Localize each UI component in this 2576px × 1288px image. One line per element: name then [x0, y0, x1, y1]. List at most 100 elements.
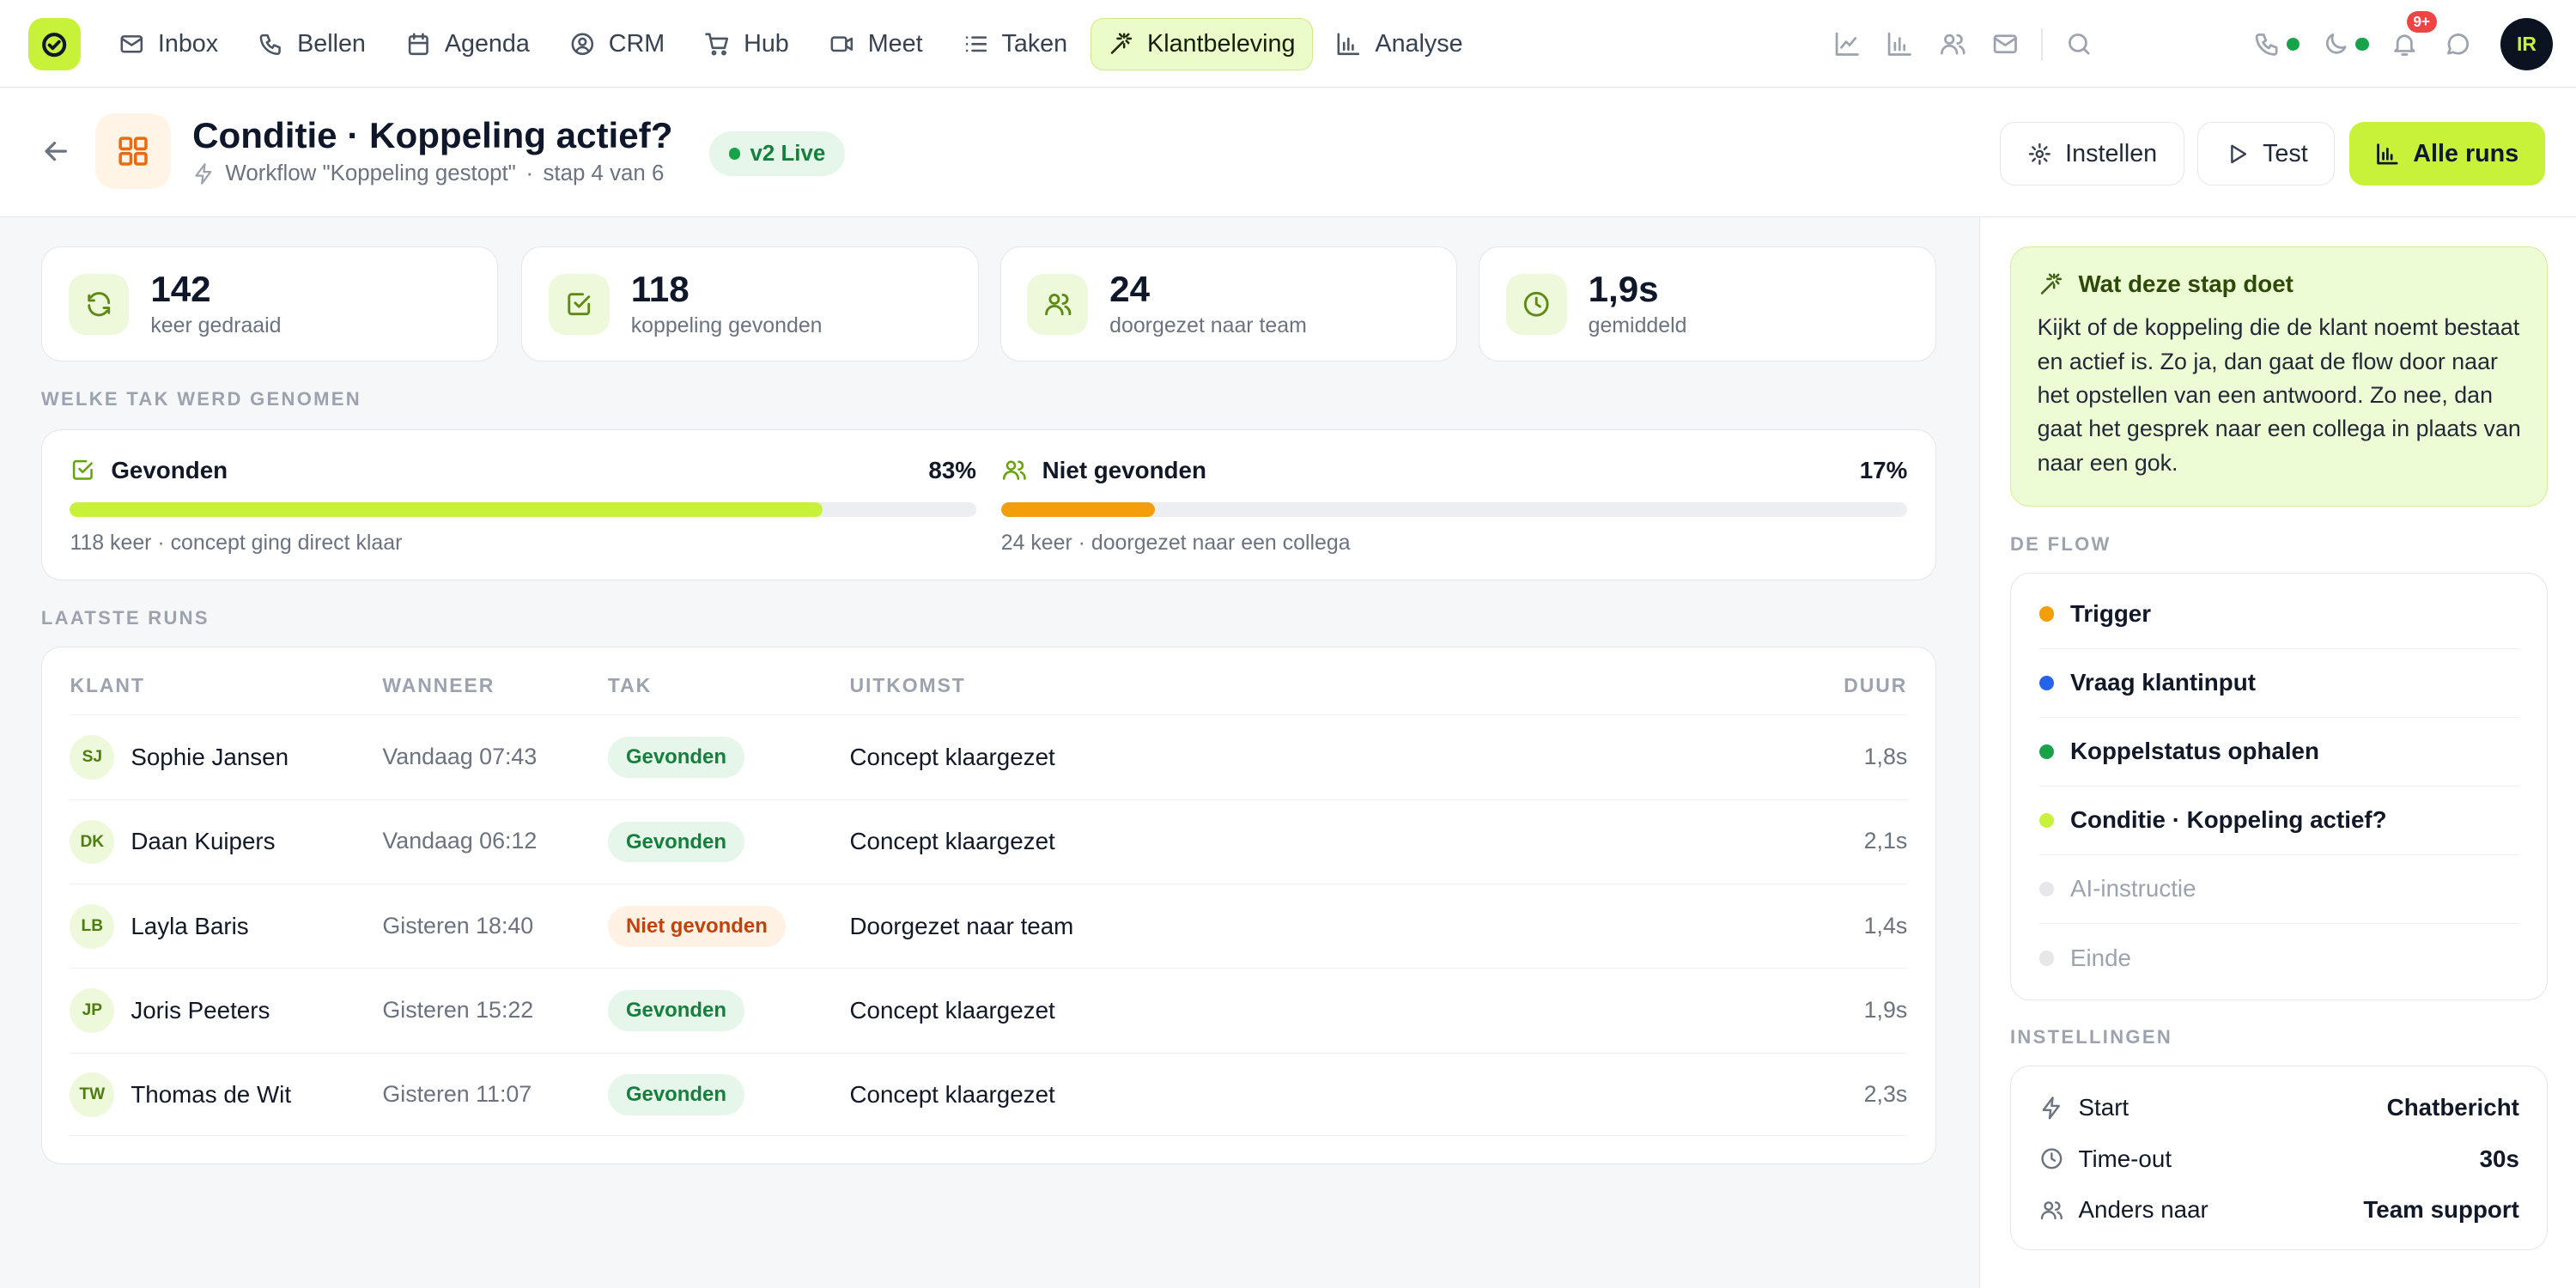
settings-row-start[interactable]: Start Chatbericht — [2039, 1088, 2519, 1127]
nav-item-analyse[interactable]: Analyse — [1319, 18, 1479, 70]
customer-name: Sophie Jansen — [131, 743, 289, 770]
nav-item-crm[interactable]: CRM — [553, 18, 682, 70]
bolt-icon — [195, 162, 212, 185]
section-label-runs: LAATSTE RUNS — [40, 606, 210, 629]
user-avatar[interactable]: IR — [2500, 18, 2554, 71]
flow-step[interactable]: Koppelstatus ophalen — [2038, 717, 2519, 787]
settings-value: 30s — [2479, 1145, 2519, 1172]
run-time: Gisteren 15:22 — [382, 996, 534, 1023]
nav-item-klantbeleving[interactable]: Klantbeleving — [1090, 18, 1313, 71]
nav-item-hub[interactable]: Hub — [688, 18, 805, 70]
settings-label: Start — [2078, 1094, 2129, 1121]
settings-value: Team support — [2363, 1196, 2519, 1224]
customer-name: Joris Peeters — [131, 996, 270, 1024]
column-header-klant[interactable]: KLANT — [70, 673, 145, 696]
notifications-button[interactable]: 9+ — [2379, 11, 2437, 70]
flow-step[interactable]: AI-instructie — [2038, 855, 2519, 925]
status-badge: v2 Live — [708, 131, 846, 176]
list-icon — [965, 36, 987, 52]
column-header-duur[interactable]: DUUR — [1844, 673, 1908, 696]
nav-item-inbox[interactable]: Inbox — [102, 18, 235, 70]
step-position: stap 4 van 6 — [543, 161, 665, 185]
settings-row-timeout[interactable]: Time-out 30s — [2039, 1139, 2519, 1179]
test-button[interactable]: Test — [2197, 121, 2336, 186]
run-duration: 2,1s — [1863, 828, 1908, 854]
info-text: Kijkt of de koppeling die de klant noemt… — [2037, 314, 2521, 476]
trend-chart-button[interactable] — [1821, 18, 1874, 70]
settings-label: Anders naar — [2078, 1196, 2208, 1224]
settings-value: Chatbericht — [2386, 1094, 2519, 1121]
cart-icon — [705, 33, 729, 56]
flow-step-label: Vraag klantinput — [2069, 669, 2256, 696]
back-button[interactable] — [39, 135, 72, 167]
table-row[interactable]: TW Thomas de Wit Gisteren 11:07 Gevonden Con… — [70, 1052, 1908, 1137]
table-row[interactable]: JP Joris Peeters Gisteren 15:22 Gevonden Con… — [70, 968, 1908, 1052]
dark-mode-toggle[interactable] — [2310, 18, 2362, 70]
line-chart-icon — [1835, 33, 1860, 57]
branch-percent: 17% — [1859, 456, 1908, 483]
stats-button[interactable] — [1874, 18, 1926, 70]
branch-detail: 24 keer · doorgezet naar een collega — [1000, 530, 1351, 555]
top-bar: Inbox Bellen Agenda CRM Hub Meet Taken — [0, 0, 2576, 88]
table-row[interactable]: SJ Sophie Jansen Vandaag 07:43 Gevonden Conc… — [70, 714, 1908, 799]
settings-button[interactable]: Instellen — [2000, 121, 2184, 186]
column-header-uitkomst[interactable]: UITKOMST — [849, 673, 966, 696]
nav-item-bellen[interactable]: Bellen — [241, 18, 382, 70]
bolt-icon — [2042, 1097, 2060, 1120]
flow-step[interactable]: Trigger — [2038, 580, 2519, 649]
settings-label: Time-out — [2078, 1145, 2172, 1172]
run-outcome: Concept klaargezet — [849, 828, 1055, 855]
column-header-wanneer[interactable]: WANNEER — [382, 673, 495, 696]
customer-name: Thomas de Wit — [131, 1081, 292, 1109]
table-row[interactable]: LB Layla Baris Gisteren 18:40 Niet gevonden… — [70, 883, 1908, 968]
customer-name: Daan Kuipers — [131, 828, 276, 855]
table-row[interactable]: DK Daan Kuipers Vandaag 06:12 Gevonden Conce… — [70, 799, 1908, 884]
phone-status-button[interactable] — [2240, 18, 2293, 70]
stat-card-duration: 1,9s gemiddeld — [1479, 246, 1936, 362]
nav-item-label: Hub — [744, 30, 789, 58]
flow-card: Trigger Vraag klantinput Koppelstatus opha… — [2009, 572, 2549, 1000]
page-title: Conditie · Koppeling actief? — [192, 115, 673, 156]
phone-icon — [259, 34, 281, 56]
moon-icon — [2326, 33, 2347, 55]
subtitle-separator: · — [526, 161, 533, 185]
settings-row-fallback[interactable]: Anders naar Team support — [2039, 1190, 2519, 1230]
flow-step-dot — [2038, 606, 2054, 622]
mail-icon — [120, 35, 143, 53]
team-button[interactable] — [1926, 18, 1978, 70]
chat-button[interactable] — [2431, 18, 2483, 70]
section-label-branches: WELKE TAK WERD GENOMEN — [40, 388, 361, 410]
video-icon — [830, 36, 853, 52]
branch-tag: Gevonden — [607, 990, 745, 1031]
column-header-tak[interactable]: TAK — [607, 673, 653, 696]
refresh-icon — [88, 292, 110, 317]
nav-item-meet[interactable]: Meet — [812, 18, 939, 70]
run-duration: 1,4s — [1863, 912, 1908, 939]
nav-item-label: CRM — [608, 30, 665, 58]
mail-icon — [1993, 34, 2017, 54]
flow-step[interactable]: Conditie · Koppeling actief? — [2038, 787, 2519, 855]
mail-button[interactable] — [1979, 18, 2032, 70]
run-outcome: Concept klaargezet — [849, 1081, 1055, 1109]
search-button[interactable] — [2053, 18, 2105, 70]
stat-icon-wrap — [1027, 273, 1089, 335]
live-dot — [728, 148, 741, 160]
sparkle-icon — [1110, 33, 1133, 55]
run-time: Gisteren 11:07 — [382, 1081, 532, 1108]
flow-step-label: Trigger — [2069, 600, 2152, 628]
bar-chart-icon — [2377, 143, 2398, 165]
avatar: JP — [70, 988, 115, 1033]
run-outcome: Concept klaargezet — [849, 743, 1055, 770]
nav-item-taken[interactable]: Taken — [945, 18, 1084, 70]
branch-tag: Gevonden — [607, 1074, 745, 1116]
run-outcome: Concept klaargezet — [849, 996, 1055, 1024]
flow-step[interactable]: Vraag klantinput — [2038, 648, 2519, 718]
all-runs-button[interactable]: Alle runs — [2348, 121, 2545, 186]
arrow-left-icon — [45, 142, 67, 161]
flow-step[interactable]: Einde — [2038, 924, 2519, 993]
users-icon — [1940, 34, 1965, 55]
run-outcome: Doorgezet naar team — [849, 912, 1074, 939]
nav-item-agenda[interactable]: Agenda — [389, 18, 546, 70]
app-logo[interactable] — [27, 18, 81, 71]
branch-header: Niet gevonden — [1001, 457, 1908, 484]
